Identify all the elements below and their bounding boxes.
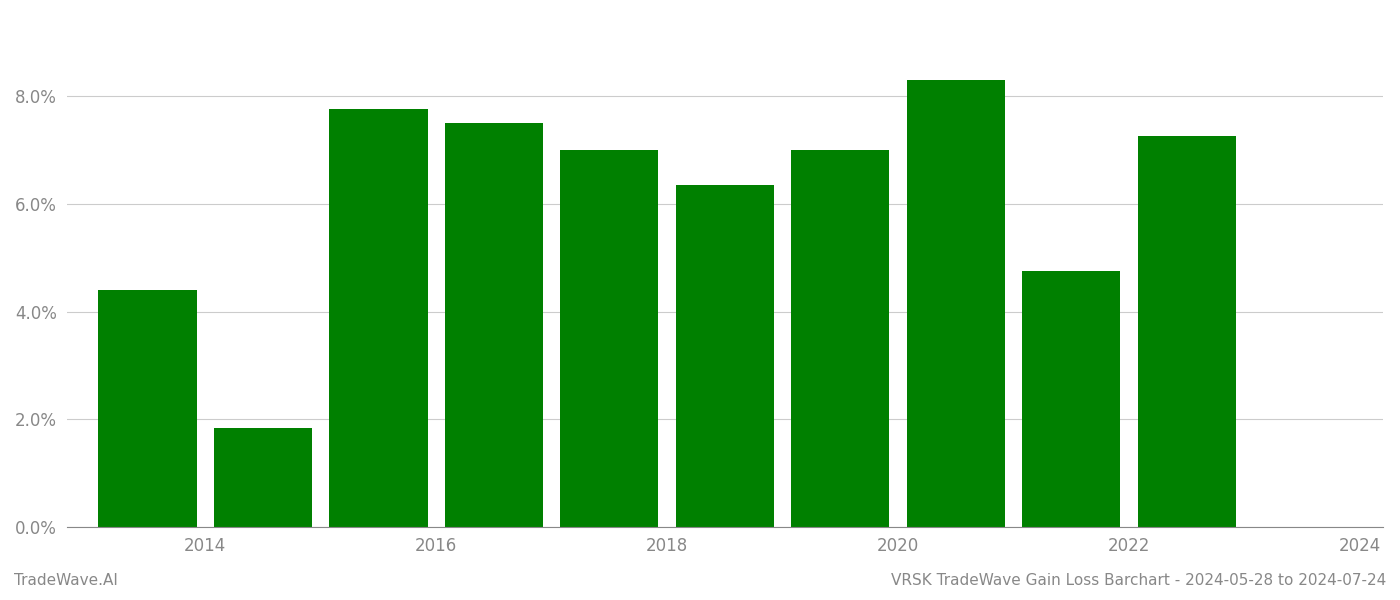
Text: VRSK TradeWave Gain Loss Barchart - 2024-05-28 to 2024-07-24: VRSK TradeWave Gain Loss Barchart - 2024… [890, 573, 1386, 588]
Bar [98, 290, 196, 527]
Bar [560, 150, 658, 527]
Bar [1022, 271, 1120, 527]
Text: TradeWave.AI: TradeWave.AI [14, 573, 118, 588]
Bar [445, 123, 543, 527]
Bar [1138, 136, 1236, 527]
Bar [214, 428, 312, 527]
Bar [676, 185, 774, 527]
Bar [791, 150, 889, 527]
Bar [907, 80, 1005, 527]
Bar [329, 109, 427, 527]
